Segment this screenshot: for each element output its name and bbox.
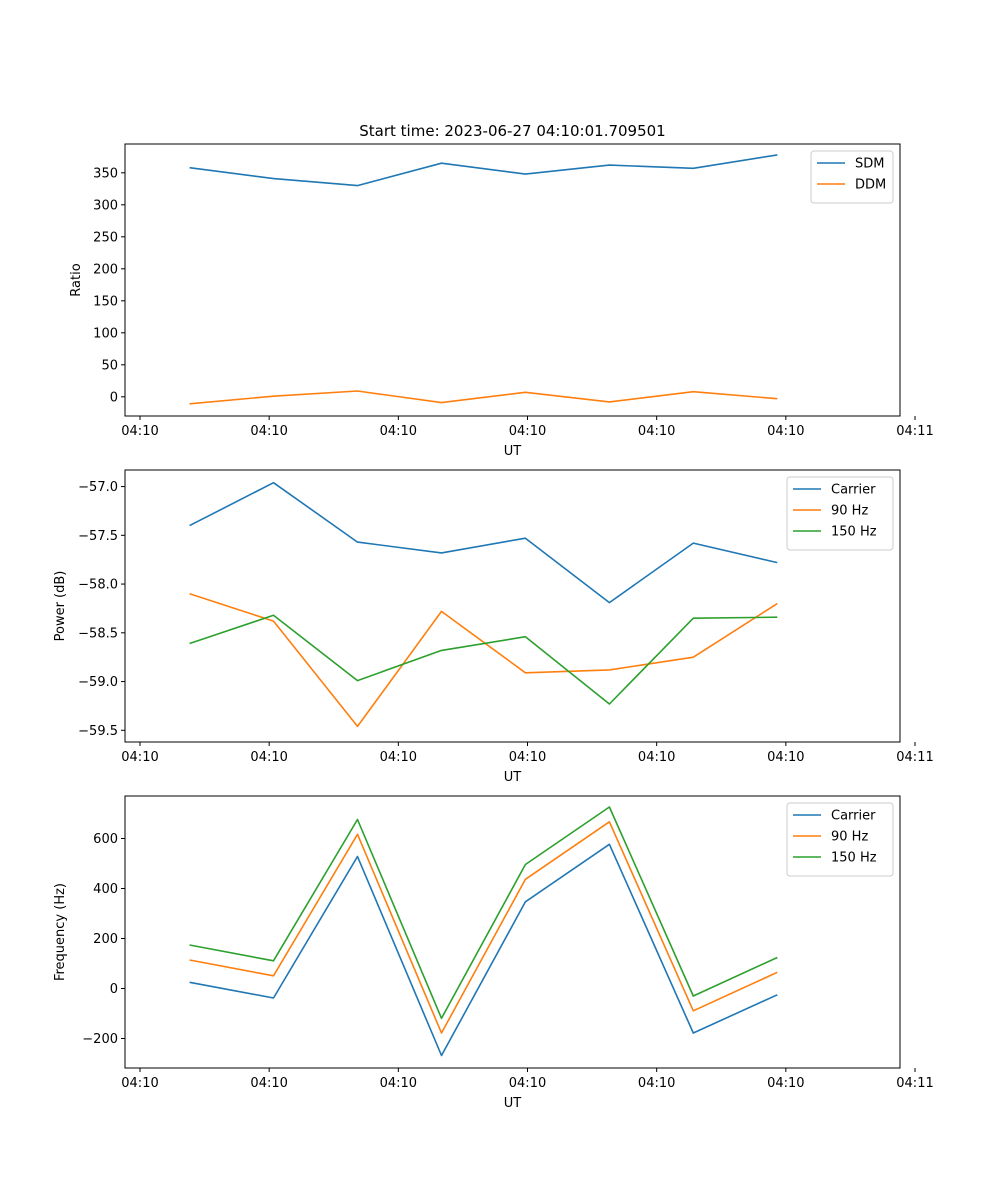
x-tick-label: 04:10 [509,424,546,439]
series-line-90-hz [189,593,778,728]
legend: Carrier 90 Hz 150 Hz [786,476,894,551]
y-axis-label: Frequency (Hz) [53,883,68,981]
x-axis-label: UT [504,1096,522,1111]
y-tick-label: −58.0 [78,578,118,593]
y-tick-label: −200 [82,1032,118,1047]
y-tick-label: 100 [93,326,118,341]
legend-label: Carrier [831,483,876,498]
x-tick-label: 04:10 [380,424,417,439]
y-tick-label: 600 [93,832,118,847]
legend-label: 150 Hz [831,851,877,866]
y-axis-label: Ratio [69,263,84,296]
axes-frame [124,469,901,743]
y-tick-label: 400 [93,882,118,897]
x-tick-label: 04:11 [896,1076,933,1091]
y-tick-label: 200 [93,932,118,947]
axes-frame [124,795,901,1069]
y-tick-label: 150 [93,294,118,309]
series-line-ddm [189,390,778,405]
x-tick-label: 04:10 [767,424,804,439]
subplot-3: 04:10 04:10 04:10 04:10 04:10 04:10 04:11 −200 0… [53,795,934,1111]
y-axis-label: Power (dB) [53,571,68,642]
legend-label: Carrier [831,809,876,824]
y-tick-label: −59.0 [78,675,118,690]
legend-label: SDM [855,157,884,172]
y-tick-label: −58.5 [78,626,118,641]
x-tick-label: 04:10 [380,1076,417,1091]
series-line-sdm [189,154,778,187]
y-tick-label: −57.0 [78,480,118,495]
x-tick-label: 04:10 [638,1076,675,1091]
legend-label: 90 Hz [831,504,868,519]
legend-label: 90 Hz [831,830,868,845]
legend-label: DDM [855,178,886,193]
x-tick-label: 04:10 [121,750,158,765]
axes-frame [124,143,901,417]
x-tick-label: 04:10 [250,1076,287,1091]
y-tick-label: 250 [93,230,118,245]
x-tick-label: 04:10 [250,750,287,765]
x-tick-label: 04:10 [380,750,417,765]
y-tick-label: 200 [93,262,118,277]
series-line-150-hz [189,806,778,1020]
x-axis-label: UT [504,444,522,459]
legend: SDM DDM [810,150,894,204]
x-tick-label: 04:10 [638,750,675,765]
x-axis-label: UT [504,770,522,785]
x-tick-label: 04:10 [121,424,158,439]
x-tick-label: 04:10 [509,750,546,765]
y-tick-label: 300 [93,198,118,213]
x-tick-label: 04:11 [896,750,933,765]
legend-frame [810,150,894,204]
series-line-carrier [189,481,778,604]
y-tick-label: 0 [110,982,118,997]
x-tick-label: 04:10 [767,750,804,765]
x-tick-label: 04:10 [638,424,675,439]
subplot-2: 04:10 04:10 04:10 04:10 04:10 04:10 04:11 −59.5… [53,469,934,785]
series-line-150-hz [189,614,778,705]
x-tick-label: 04:10 [121,1076,158,1091]
subplot-1: 04:10 04:10 04:10 04:10 04:10 04:10 04:11 0 50 10… [69,143,934,459]
y-tick-label: −57.5 [78,529,118,544]
y-tick-label: −59.5 [78,724,118,739]
legend: Carrier 90 Hz 150 Hz [786,802,894,877]
figure-title: Start time: 2023-06-27 04:10:01.709501 [359,122,665,140]
x-tick-label: 04:11 [896,424,933,439]
y-tick-label: 350 [93,166,118,181]
x-tick-label: 04:10 [509,1076,546,1091]
y-tick-label: 50 [101,358,118,373]
y-tick-label: 0 [110,390,118,405]
x-tick-label: 04:10 [767,1076,804,1091]
legend-label: 150 Hz [831,525,877,540]
series-line-90-hz [189,820,778,1034]
series-line-carrier [189,843,778,1057]
x-tick-label: 04:10 [250,424,287,439]
